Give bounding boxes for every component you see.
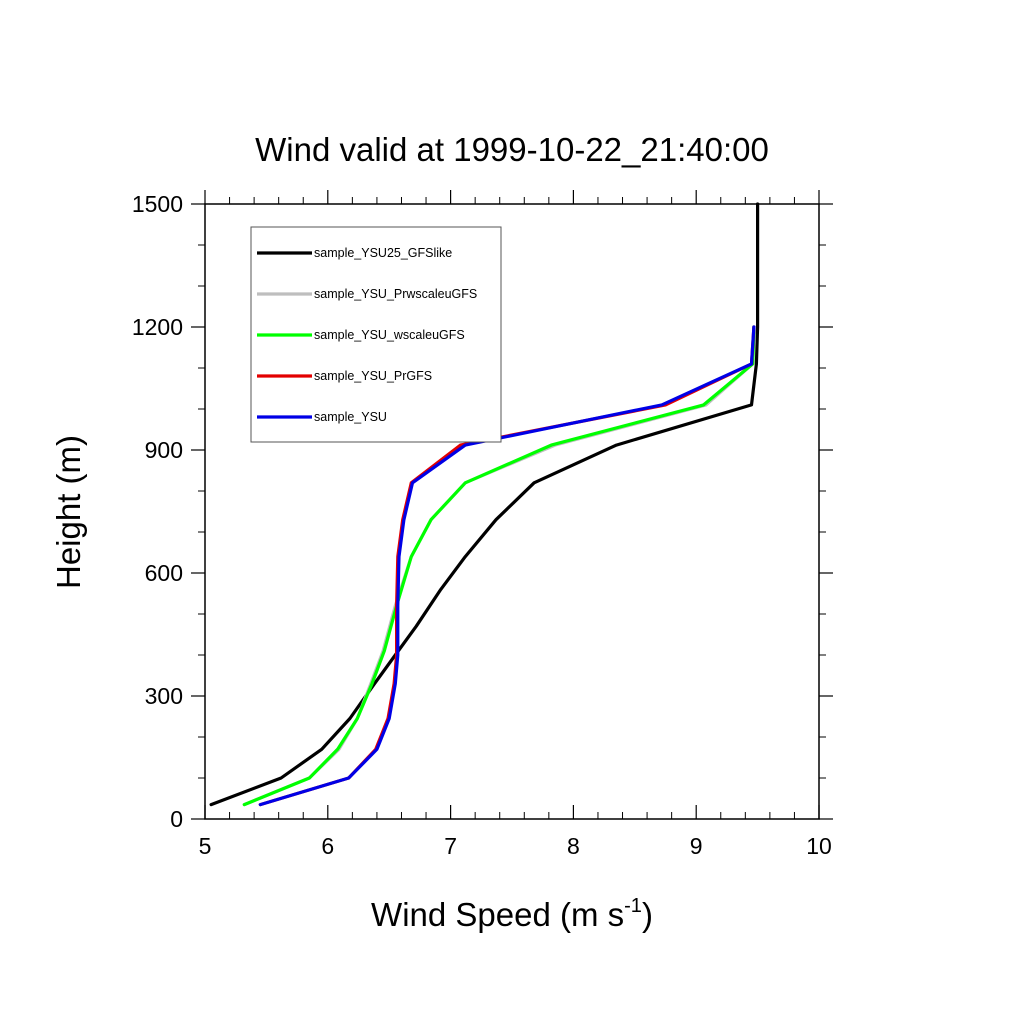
x-axis-title-superscript: -1 bbox=[624, 895, 642, 917]
x-axis-title-base: Wind Speed (m s bbox=[371, 896, 624, 933]
legend-label-1: sample_YSU_PrwscaleuGFS bbox=[314, 287, 477, 301]
x-tick-label: 10 bbox=[806, 833, 832, 859]
chart-title: Wind valid at 1999-10-22_21:40:00 bbox=[255, 131, 769, 168]
x-axis-title: Wind Speed (m s-1) bbox=[371, 895, 653, 933]
x-tick-label: 7 bbox=[444, 833, 457, 859]
plot-frame bbox=[204, 203, 820, 820]
x-tick-label: 8 bbox=[567, 833, 580, 859]
x-tick-label: 9 bbox=[690, 833, 703, 859]
x-axis-title-close: ) bbox=[642, 896, 653, 933]
series-line-2 bbox=[242, 325, 756, 807]
y-tick-label: 900 bbox=[145, 437, 183, 463]
x-tick-label: 5 bbox=[199, 833, 212, 859]
series-line-4 bbox=[258, 325, 756, 807]
legend-label-0: sample_YSU25_GFSlike bbox=[314, 246, 452, 260]
y-tick-label: 300 bbox=[145, 683, 183, 709]
legend: sample_YSU25_GFSlike sample_YSU_Prwscaleu… bbox=[250, 226, 502, 443]
y-axis-title: Height (m) bbox=[50, 435, 87, 589]
y-tick-label: 1500 bbox=[132, 191, 183, 217]
y-tick-label: 0 bbox=[170, 806, 183, 832]
legend-label-4: sample_YSU bbox=[314, 410, 387, 424]
legend-label-2: sample_YSU_wscaleuGFS bbox=[314, 328, 465, 342]
y-tick-label: 1200 bbox=[132, 314, 183, 340]
series-line-0 bbox=[209, 202, 760, 807]
x-tick-label: 6 bbox=[321, 833, 334, 859]
axis-ticks: 5 6 7 8 9 10 0 300 600 900 1200 1500 bbox=[132, 190, 833, 859]
legend-label-3: sample_YSU_PrGFS bbox=[314, 369, 432, 383]
y-tick-label: 600 bbox=[145, 560, 183, 586]
series-layer bbox=[209, 202, 760, 807]
